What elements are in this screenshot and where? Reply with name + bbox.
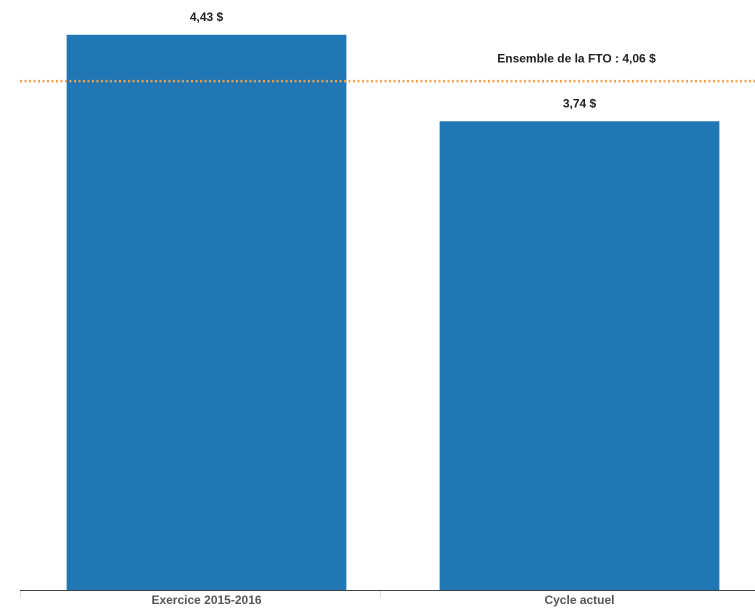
reference-label: Ensemble de la FTO : 4,06 $	[497, 51, 656, 65]
bar	[66, 34, 347, 591]
bar	[439, 121, 720, 591]
x-tick-label: Cycle actuel	[544, 593, 614, 607]
x-tick-label: Exercice 2015-2016	[151, 593, 261, 607]
value-label: 3,74 $	[563, 96, 597, 110]
value-label: 4,43 $	[190, 10, 224, 24]
